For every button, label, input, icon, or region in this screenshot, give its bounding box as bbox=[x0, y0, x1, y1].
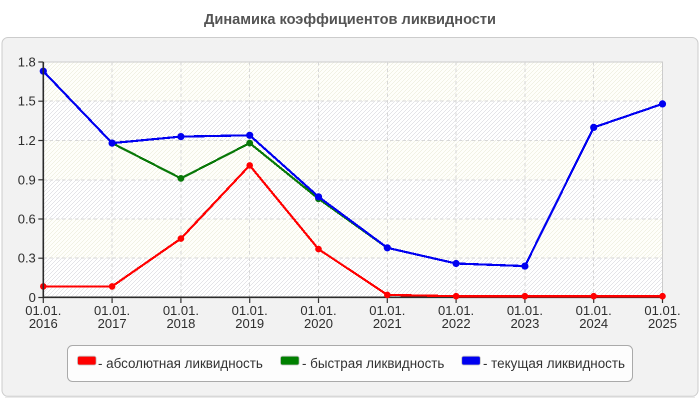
svg-text:2016: 2016 bbox=[29, 316, 58, 331]
svg-text:0: 0 bbox=[29, 290, 36, 305]
svg-text:- быстрая ликвидность: - быстрая ликвидность bbox=[302, 356, 444, 371]
svg-text:2025: 2025 bbox=[648, 316, 677, 331]
svg-text:2018: 2018 bbox=[166, 316, 195, 331]
svg-text:01.01.: 01.01. bbox=[163, 303, 199, 318]
svg-text:01.01.: 01.01. bbox=[94, 303, 130, 318]
svg-text:1.2: 1.2 bbox=[18, 133, 36, 148]
svg-text:0.6: 0.6 bbox=[18, 212, 36, 227]
svg-text:01.01.: 01.01. bbox=[232, 303, 268, 318]
svg-text:0.3: 0.3 bbox=[18, 251, 36, 266]
svg-text:01.01.: 01.01. bbox=[369, 303, 405, 318]
svg-text:0.9: 0.9 bbox=[18, 172, 36, 187]
svg-text:2021: 2021 bbox=[373, 316, 402, 331]
svg-text:01.01.: 01.01. bbox=[438, 303, 474, 318]
svg-text:01.01.: 01.01. bbox=[576, 303, 612, 318]
svg-text:2023: 2023 bbox=[510, 316, 539, 331]
svg-text:2019: 2019 bbox=[235, 316, 264, 331]
svg-text:- текущая ликвидность: - текущая ликвидность bbox=[483, 356, 625, 371]
svg-text:01.01.: 01.01. bbox=[644, 303, 680, 318]
svg-text:Динамика коэффициентов ликвидн: Динамика коэффициентов ликвидности bbox=[204, 11, 496, 28]
svg-text:2022: 2022 bbox=[442, 316, 471, 331]
svg-text:2017: 2017 bbox=[98, 316, 127, 331]
svg-text:1.5: 1.5 bbox=[18, 94, 36, 109]
svg-text:2020: 2020 bbox=[304, 316, 333, 331]
svg-text:1.8: 1.8 bbox=[18, 55, 36, 70]
svg-text:01.01.: 01.01. bbox=[25, 303, 61, 318]
svg-text:2024: 2024 bbox=[579, 316, 608, 331]
svg-text:01.01.: 01.01. bbox=[300, 303, 336, 318]
svg-text:01.01.: 01.01. bbox=[507, 303, 543, 318]
svg-text:- абсолютная ликвидность: - абсолютная ликвидность bbox=[98, 356, 263, 371]
